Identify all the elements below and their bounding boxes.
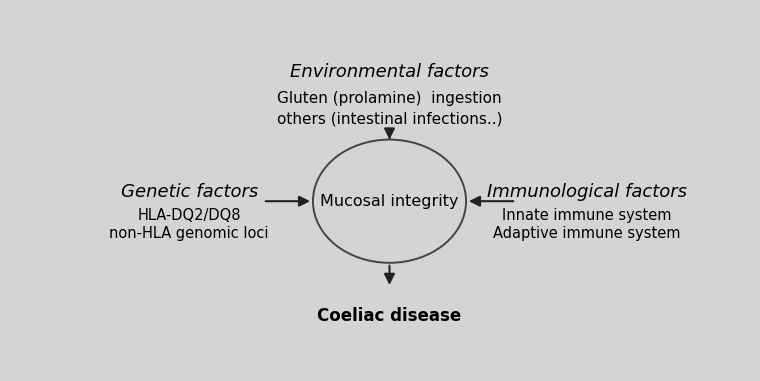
Text: others (intestinal infections..): others (intestinal infections..) [277,112,502,126]
Text: Genetic factors: Genetic factors [121,183,258,202]
Text: Gluten (prolamine)  ingestion: Gluten (prolamine) ingestion [277,91,502,106]
Text: Coeliac disease: Coeliac disease [318,307,461,325]
Text: HLA-DQ2/DQ8: HLA-DQ2/DQ8 [138,208,241,223]
Ellipse shape [313,139,466,263]
Text: Adaptive immune system: Adaptive immune system [493,226,680,241]
Text: Environmental factors: Environmental factors [290,63,489,81]
Text: Innate immune system: Innate immune system [502,208,672,223]
Text: Immunological factors: Immunological factors [487,183,687,202]
Text: Mucosal integrity: Mucosal integrity [320,194,459,209]
Text: non-HLA genomic loci: non-HLA genomic loci [109,226,269,241]
